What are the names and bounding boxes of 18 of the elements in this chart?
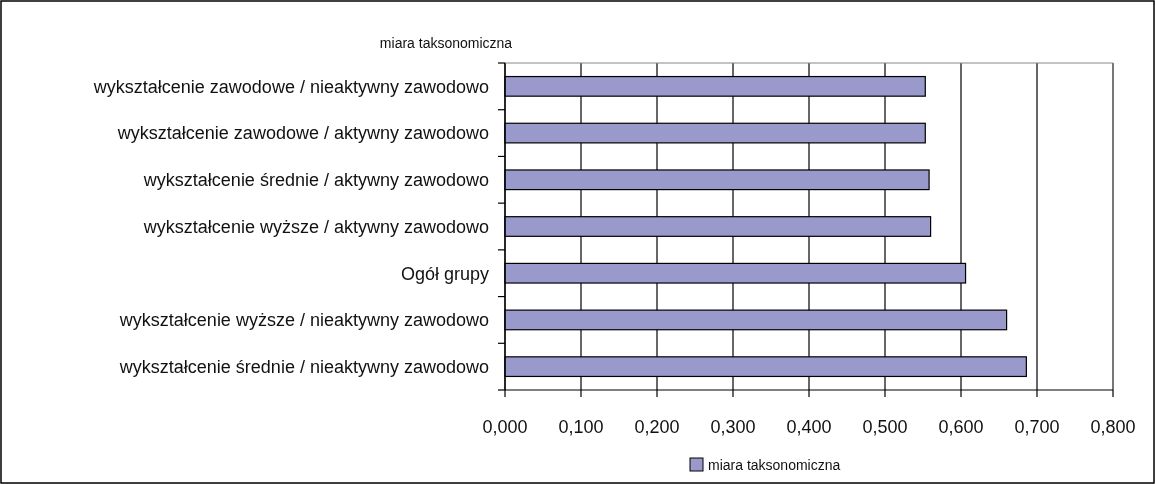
y-tick-label: Ogół grupy — [400, 263, 489, 284]
y-tick-label: wykształcenie zawodowe / nieaktywny zawodowo — [92, 76, 489, 97]
y-tick-label: wykształcenie średnie / nieaktywny zawodowo — [118, 356, 489, 377]
y-tick-label: wykształcenie zawodowe / aktywny zawodowo — [116, 123, 489, 144]
x-tick-label: 0,800 — [1090, 417, 1136, 437]
x-tick-label: 0,000 — [482, 417, 528, 437]
x-tick-label: 0,100 — [558, 417, 604, 437]
x-tick-label: 0,600 — [938, 417, 984, 437]
y-tick-label: wykształcenie wyższe / nieaktywny zawodowo — [118, 310, 489, 331]
x-tick-label: 0,300 — [710, 417, 756, 437]
x-tick-label: 0,200 — [634, 417, 680, 437]
x-tick-label: 0,500 — [862, 417, 908, 437]
x-tick-label: 0,400 — [786, 417, 832, 437]
legend-label: miara taksonomiczna — [708, 457, 841, 473]
chart-title: miara taksonomiczna — [379, 35, 513, 51]
y-tick-label: wykształcenie wyższe / aktywny zawodowo — [142, 216, 489, 237]
x-tick-label: 0,700 — [1014, 417, 1060, 437]
y-tick-label: wykształcenie średnie / aktywny zawodowo — [142, 170, 489, 191]
